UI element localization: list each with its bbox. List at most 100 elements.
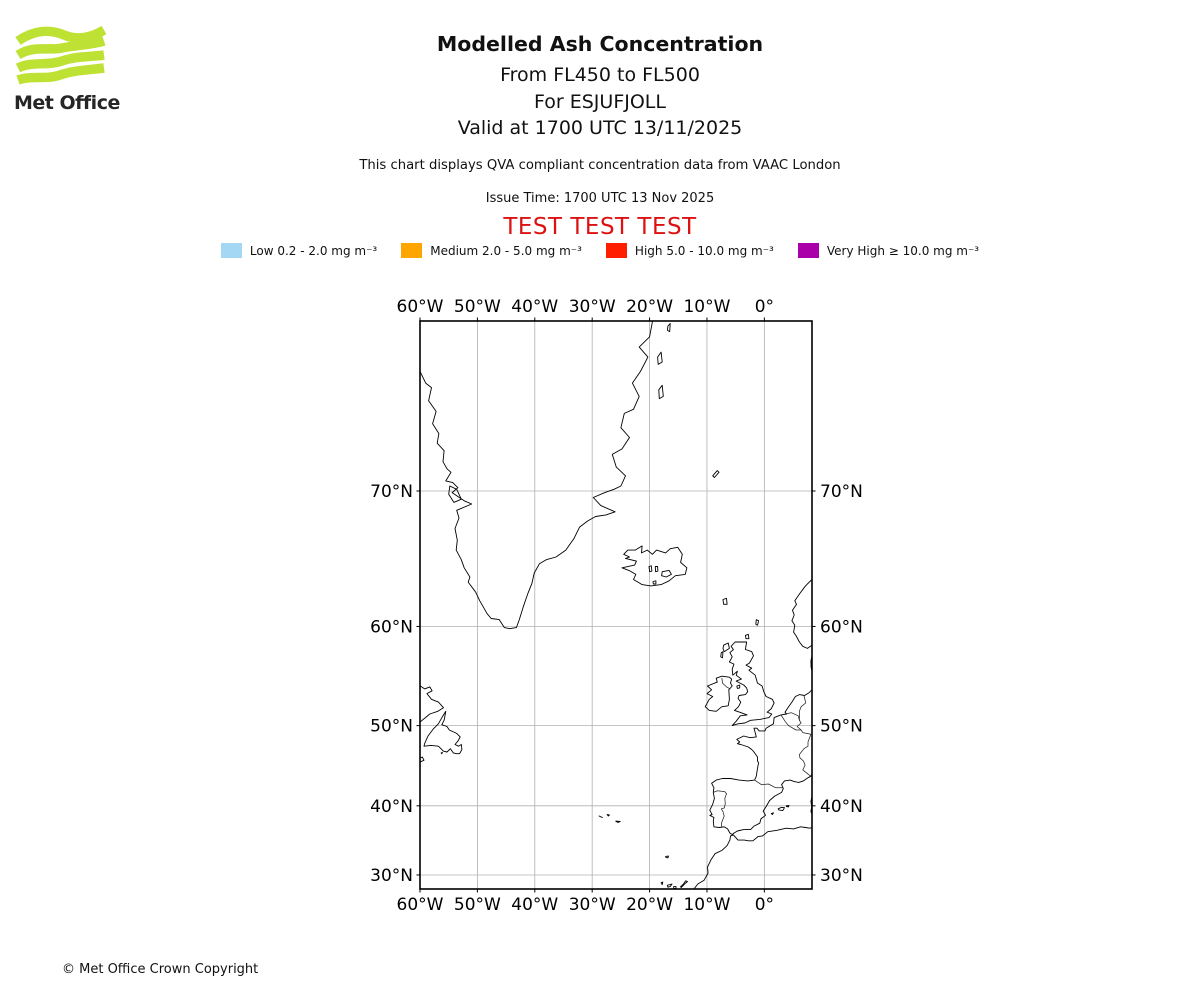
ne-greenland-island-1 (666, 323, 671, 333)
lat-label-left: 70°N (370, 482, 413, 502)
faroes (722, 597, 728, 605)
norway (791, 579, 812, 649)
lon-label-bottom: 30°W (569, 895, 616, 915)
border-pyrenees (754, 779, 784, 789)
great-britain (728, 641, 775, 727)
met-office-waves-icon (15, 25, 107, 85)
border-belgium-nl (784, 712, 802, 731)
iceland-glacier-3 (661, 569, 672, 578)
met-office-logo: Met Office (14, 25, 174, 114)
disko-island (448, 485, 462, 503)
lon-label-top: 20°W (626, 297, 673, 317)
lon-label-top: 60°W (397, 297, 444, 317)
legend-item-low: Low 0.2 - 2.0 mg m⁻³ (220, 243, 378, 258)
lon-label-bottom: 50°W (454, 895, 501, 915)
subtitle-flight-levels: From FL450 to FL500 (500, 64, 700, 86)
madeira (665, 855, 669, 859)
legend-item-high: High 5.0 - 10.0 mg m⁻³ (605, 243, 774, 258)
iceland-glacier-4 (652, 580, 657, 585)
newfoundland (423, 710, 463, 755)
legend-label-medium: Medium 2.0 - 5.0 mg m⁻³ (430, 243, 582, 258)
legend-swatch-very-high (797, 243, 819, 258)
legend-swatch-medium (401, 243, 423, 258)
test-banner: TEST TEST TEST (503, 214, 697, 240)
map-axis-labels: 60°W 60°W 50°W 50°W 40°W 40°W 30°W 30°W 20°W 20°W… (370, 297, 863, 915)
lat-label-left: 30°N (370, 866, 413, 886)
map-gridlines (420, 321, 812, 889)
lon-label-top: 0° (755, 297, 774, 317)
lat-label-right: 60°N (820, 617, 863, 637)
ash-concentration-map: 60°W 60°W 50°W 50°W 40°W 40°W 30°W 30°W 20°W 20°W… (370, 297, 863, 915)
logo-wave (15, 50, 105, 73)
legend-label-low: Low 0.2 - 2.0 mg m⁻³ (249, 243, 378, 258)
shetland (755, 619, 760, 626)
st-pierre (440, 751, 443, 755)
page-title: Modelled Ash Concentration (436, 32, 764, 56)
jan-mayen (712, 470, 720, 478)
lat-label-right: 70°N (820, 482, 863, 502)
azores-terceira (606, 814, 610, 817)
ne-greenland-island-2 (657, 351, 663, 365)
canary-la-palma (660, 881, 664, 886)
iceland-glacier-2 (654, 566, 659, 573)
qva-info-line: This chart displays QVA compliant concen… (359, 158, 841, 173)
border-northern-ireland (721, 677, 730, 689)
border-nl-germany (799, 695, 807, 721)
legend-item-medium: Medium 2.0 - 5.0 mg m⁻³ (401, 243, 582, 258)
map-borders (712, 677, 812, 828)
azores-sao-miguel (615, 820, 621, 823)
logo-wave (16, 63, 105, 85)
page-subtitles: From FL450 to FL500 For ESJUFJOLL Valid … (0, 62, 1200, 142)
orkney (744, 633, 750, 640)
legend-label-high: High 5.0 - 10.0 mg m⁻³ (634, 243, 774, 258)
border-france-east (780, 714, 812, 777)
issue-time: Issue Time: 1700 UTC 13 Nov 2025 (485, 191, 715, 206)
logo-wave (15, 36, 106, 60)
lat-label-left: 50°N (370, 717, 413, 737)
lon-label-bottom: 40°W (511, 895, 558, 915)
logo-text: Met Office (14, 92, 120, 114)
subtitle-valid-time: Valid at 1700 UTC 13/11/2025 (457, 117, 743, 139)
lat-label-right: 30°N (820, 866, 863, 886)
menorca (785, 805, 790, 808)
lon-label-bottom: 0° (755, 895, 774, 915)
legend-swatch-low (220, 243, 242, 258)
lat-label-left: 60°N (370, 617, 413, 637)
mallorca (777, 806, 785, 812)
greenland (420, 321, 653, 630)
map-coastlines (420, 321, 812, 889)
mainland-europe (709, 689, 812, 835)
lon-label-bottom: 10°W (683, 895, 730, 915)
ne-greenland-island-3 (658, 384, 664, 400)
map-ticks (416, 317, 816, 893)
map-frame (419, 320, 813, 890)
canary-lanzarote (680, 880, 688, 889)
canary-tenerife (666, 883, 673, 888)
lat-label-right: 40°N (820, 797, 863, 817)
azores-faial (598, 815, 603, 818)
iceland (621, 545, 688, 587)
legend-label-very-high: Very High ≥ 10.0 mg m⁻³ (826, 243, 980, 258)
lat-label-left: 40°N (370, 797, 413, 817)
border-spain-portugal (712, 790, 727, 828)
legend: Low 0.2 - 2.0 mg m⁻³ Medium 2.0 - 5.0 mg… (0, 243, 1200, 258)
hebrides-lewis (722, 642, 730, 653)
hebrides-uist (720, 651, 724, 659)
lon-label-top: 40°W (511, 297, 558, 317)
lon-label-top: 10°W (683, 297, 730, 317)
lon-label-top: 50°W (454, 297, 501, 317)
legend-swatch-high (605, 243, 627, 258)
ibiza (770, 812, 774, 816)
subtitle-volcano: For ESJUFJOLL (534, 90, 666, 113)
lon-label-bottom: 60°W (397, 895, 444, 915)
logo-wave (15, 25, 107, 46)
legend-item-very-high: Very High ≥ 10.0 mg m⁻³ (797, 243, 980, 258)
iceland-glacier-1 (648, 565, 653, 573)
lon-label-top: 30°W (569, 297, 616, 317)
copyright-notice: © Met Office Crown Copyright (62, 962, 259, 977)
north-africa (693, 826, 812, 889)
lon-label-bottom: 20°W (626, 895, 673, 915)
labrador-quebec (420, 685, 444, 723)
isle-of-man (736, 684, 741, 689)
ireland (704, 675, 733, 712)
